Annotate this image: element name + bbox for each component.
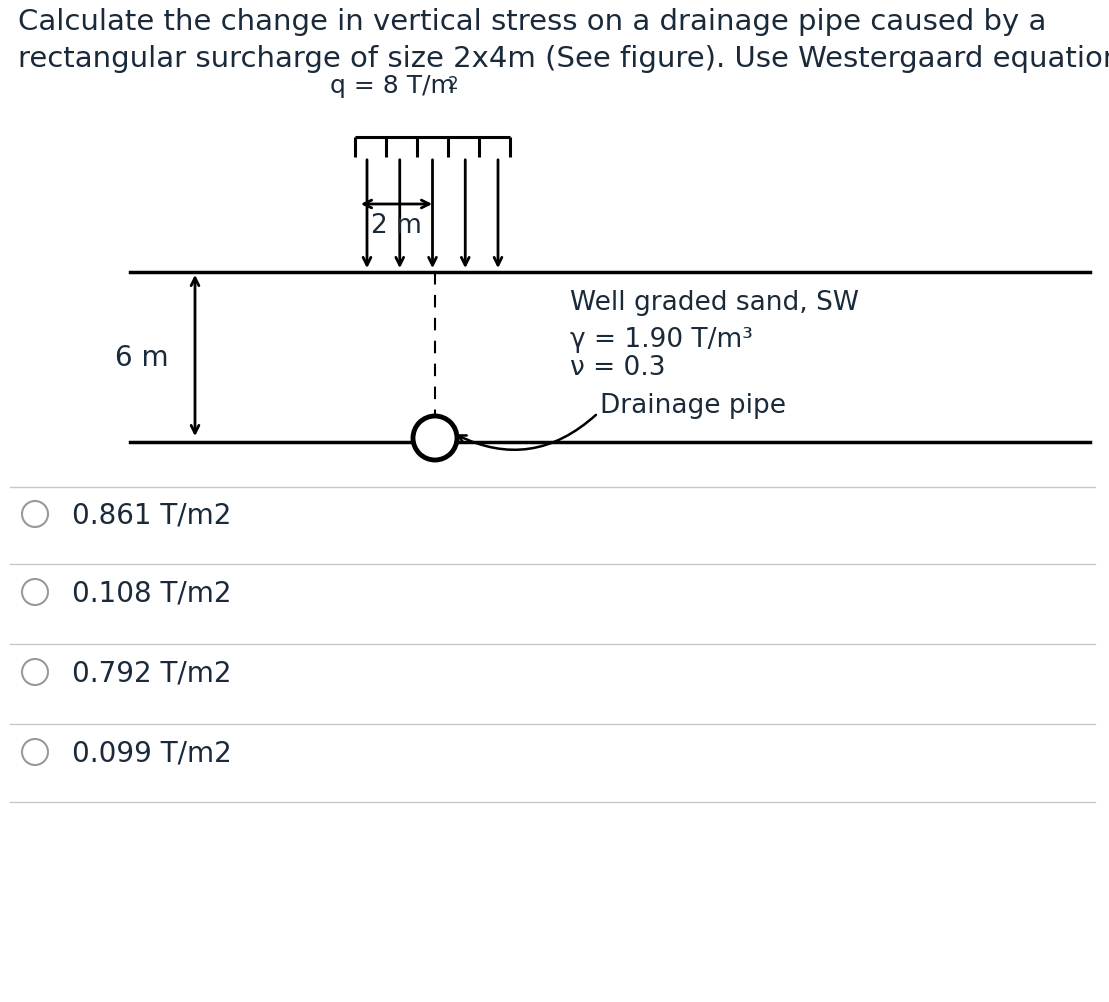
Text: 0.108 T/m2: 0.108 T/m2: [72, 578, 232, 606]
Text: 2 m: 2 m: [372, 212, 421, 238]
Text: rectangular surcharge of size 2x4m (See figure). Use Westergaard equation.: rectangular surcharge of size 2x4m (See …: [18, 45, 1109, 73]
Text: 0.792 T/m2: 0.792 T/m2: [72, 658, 232, 686]
Text: Well graded sand, SW: Well graded sand, SW: [570, 290, 859, 316]
Circle shape: [413, 417, 457, 461]
Text: γ = 1.90 T/m³: γ = 1.90 T/m³: [570, 327, 753, 353]
Text: ν = 0.3: ν = 0.3: [570, 355, 665, 381]
Text: 6 m: 6 m: [115, 344, 169, 372]
Text: 0.861 T/m2: 0.861 T/m2: [72, 501, 232, 528]
Text: Calculate the change in vertical stress on a drainage pipe caused by a: Calculate the change in vertical stress …: [18, 8, 1047, 36]
Text: 0.099 T/m2: 0.099 T/m2: [72, 738, 232, 767]
Text: Drainage pipe: Drainage pipe: [600, 393, 786, 419]
Text: 2: 2: [448, 75, 459, 93]
Text: q = 8 T/m: q = 8 T/m: [330, 74, 455, 98]
